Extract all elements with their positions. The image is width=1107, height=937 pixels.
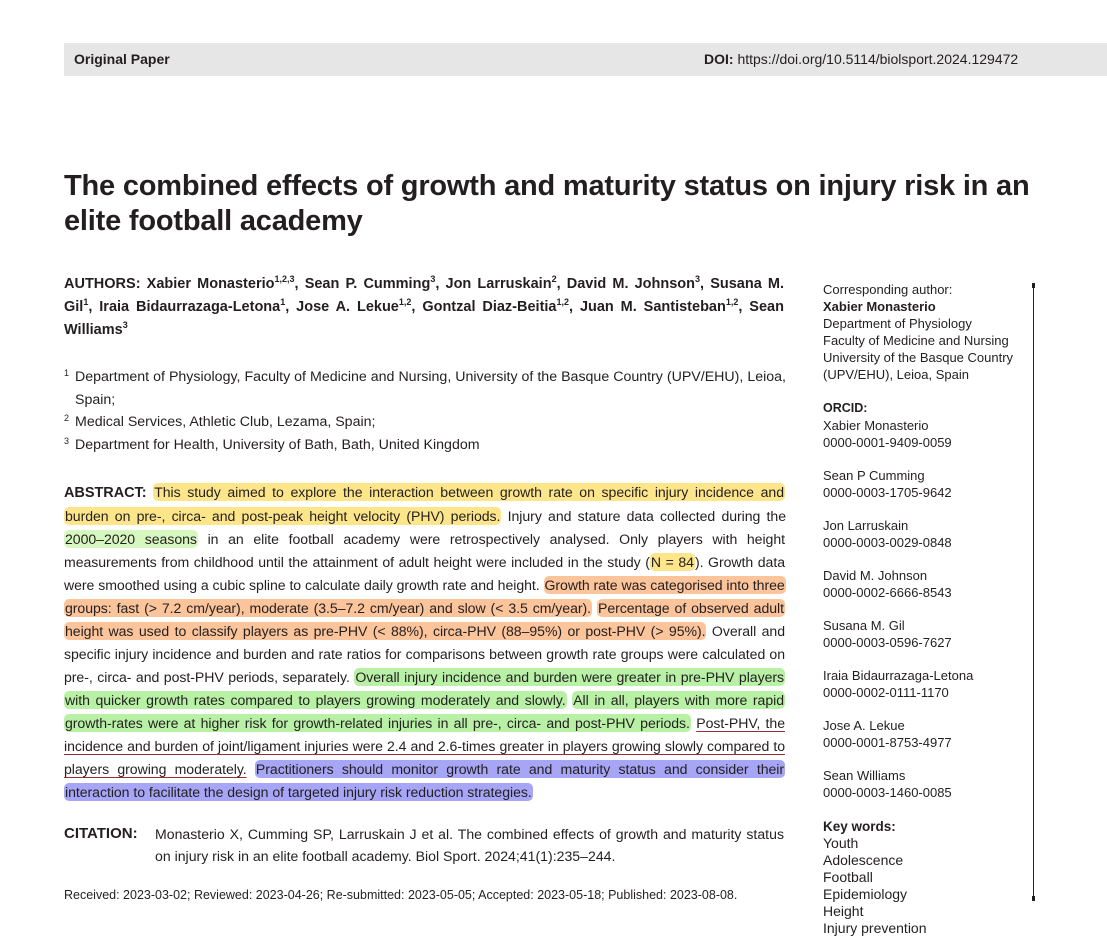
affiliation: 3 Department for Health, University of Ba… (64, 435, 480, 453)
authors-label: AUTHORS: (64, 276, 141, 292)
corresponding-label: Corresponding author: (823, 282, 953, 297)
orcid-name: Sean Williams (823, 768, 906, 783)
keyword: Epidemiology (823, 886, 908, 902)
corresponding-address: University of the Basque Country (823, 350, 1014, 365)
orcid-name: Jon Larruskain (823, 518, 909, 533)
doi-link[interactable]: https://doi.org/10.5114/biolsport.2024.1… (737, 51, 1019, 67)
orcid-id[interactable]: 0000-0003-0596-7627 (823, 635, 952, 650)
orcid-id[interactable]: 0000-0002-6666-8543 (823, 585, 952, 600)
paper-title: The combined effects of growth and matur… (64, 170, 1030, 237)
keyword: Adolescence (823, 852, 904, 868)
orcid-id[interactable]: 0000-0001-9409-0059 (823, 435, 952, 450)
author: Jon Larruskain2 (445, 274, 557, 293)
sidebar: Corresponding author: Xabier Monasterio … (823, 281, 1033, 937)
author: Susana M. Gil1 (64, 276, 785, 315)
corresponding-address: Department of Physiology (823, 316, 972, 331)
orcid-name: Jose A. Lekue (823, 718, 905, 733)
author: Sean P. Cumming3 (304, 274, 436, 293)
received-dates: Received: 2023-03-02; Reviewed: 2023-04-… (64, 888, 738, 902)
keyword: Height (823, 903, 864, 919)
affiliation: 1 Department of Physiology, Faculty of Me… (64, 368, 786, 408)
author: Juan M. Santisteban1,2 (579, 297, 739, 316)
header-bar: Original Paper DOI: https://doi.org/10.5… (64, 43, 1107, 76)
paper-type: Original Paper (74, 51, 170, 67)
authors: AUTHORS: Xabier Monasterio1,2,3, Sean P.… (64, 274, 785, 339)
corresponding-address: (UPV/EHU), Leioa, Spain (823, 367, 969, 382)
abstract: ABSTRACT: This study aimed to explore th… (64, 481, 786, 804)
abstract-text: Overall and specific injury incidence an… (64, 623, 785, 685)
corresponding-name: Xabier Monasterio (823, 299, 936, 314)
keyword: Youth (823, 835, 859, 851)
abstract-text: Injury and stature data collected during… (507, 508, 786, 524)
keyword: Injury prevention (823, 920, 927, 936)
orcid-id[interactable]: 0000-0003-1460-0085 (823, 785, 952, 800)
orcid-label: ORCID: (823, 401, 868, 415)
author: Gontzal Diaz-Beitia1,2 (422, 297, 570, 316)
orcid-name: Iraia Bidaurrazaga-Letona (823, 668, 974, 683)
highlight-seasons[interactable]: 2000–2020 seasons (64, 530, 198, 548)
orcid-name: Sean P Cumming (823, 468, 925, 483)
author: Jose A. Lekue1,2 (296, 297, 412, 316)
author: Xabier Monasterio1,2,3 (146, 274, 295, 293)
abstract-label: ABSTRACT: (64, 485, 147, 501)
abstract-text: in an elite football academy were retros… (64, 531, 785, 570)
affiliation: 2 Medical Services, Athletic Club, Lezama… (64, 413, 376, 430)
orcid-id[interactable]: 0000-0001-8753-4977 (823, 735, 952, 750)
orcid-name: David M. Johnson (823, 568, 928, 583)
abstract-text: ). Growth data were smoothed using a cub… (64, 554, 785, 593)
affiliations: 1 Department of Physiology, Faculty of Me… (64, 366, 786, 456)
citation-text: Monasterio X, Cumming SP, Larruskain J e… (155, 826, 784, 864)
orcid-name: Susana M. Gil (823, 618, 905, 633)
keywords-label: Key words: (823, 819, 896, 834)
citation: CITATION: Monasterio X, Cumming SP, Larr… (64, 823, 784, 867)
keyword: Football (823, 869, 873, 885)
author: Sean Williams3 (64, 299, 784, 338)
author: Iraia Bidaurrazaga-Letona1 (99, 297, 286, 316)
orcid-name: Xabier Monasterio (823, 418, 929, 433)
citation-label: CITATION: (64, 825, 138, 842)
orcid-id[interactable]: 0000-0003-1705-9642 (823, 485, 952, 500)
orcid-id[interactable]: 0000-0002-0111-1170 (823, 685, 949, 700)
orcid-id[interactable]: 0000-0003-0029-0848 (823, 535, 952, 550)
underline-result-joint[interactable]: Post-PHV, the incidence and burden of jo… (64, 715, 785, 777)
doi-label: DOI: (704, 51, 734, 67)
author: David M. Johnson3 (566, 274, 701, 293)
highlight-sample-size[interactable]: N = 84 (649, 553, 695, 571)
sidebar-divider (1032, 283, 1035, 901)
corresponding-address: Faculty of Medicine and Nursing (823, 333, 1009, 348)
doi: DOI: https://doi.org/10.5114/biolsport.2… (704, 51, 1018, 67)
